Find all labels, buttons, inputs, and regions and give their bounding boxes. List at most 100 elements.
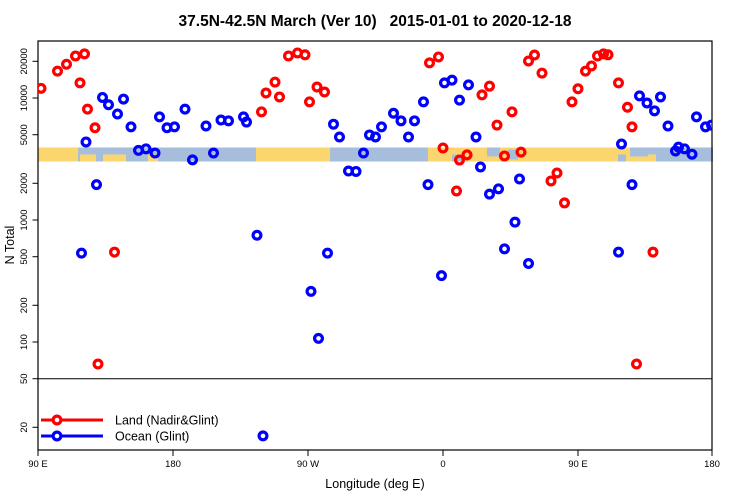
data-point-ocean — [149, 147, 161, 159]
data-point-ocean — [499, 243, 511, 255]
data-point-ocean — [686, 148, 698, 160]
map-band-land-segment — [38, 147, 79, 162]
data-point-ocean — [648, 105, 660, 117]
data-point-ocean — [117, 93, 129, 105]
data-point-ocean — [322, 247, 334, 259]
data-point-ocean — [376, 121, 388, 133]
data-point-land — [299, 49, 311, 61]
data-point-land — [256, 106, 268, 118]
y-tick-label: 10000 — [19, 85, 30, 111]
data-point-ocean — [313, 332, 325, 344]
data-point-ocean — [669, 145, 681, 157]
data-point-land — [566, 96, 578, 108]
data-point-land — [260, 87, 272, 99]
map-band-sea-patch — [507, 149, 518, 160]
x-tick-label: 0 — [440, 459, 445, 470]
data-point-ocean — [200, 120, 212, 132]
data-point-ocean — [305, 285, 317, 297]
data-point-land — [484, 80, 496, 92]
data-point-land — [451, 185, 463, 197]
data-point-ocean — [358, 147, 370, 159]
data-point-land — [579, 65, 591, 77]
data-point-ocean — [615, 138, 627, 150]
data-point-land — [602, 49, 614, 61]
data-point-land — [274, 91, 286, 103]
data-point-ocean — [690, 111, 702, 123]
y-tick-label: 1000 — [19, 209, 30, 230]
data-point-land — [499, 150, 511, 162]
y-tick-label: 20 — [19, 422, 30, 433]
legend: Land (Nadir&Glint) Ocean (Glint) — [41, 414, 219, 444]
map-band-land-segment — [80, 154, 97, 162]
x-tick-label: 180 — [165, 459, 181, 470]
data-point-ocean — [96, 91, 108, 103]
data-point-land — [626, 121, 638, 133]
data-point-land — [51, 65, 63, 77]
data-point-ocean — [513, 173, 525, 185]
data-point-ocean — [418, 96, 430, 108]
map-band-land-segment — [255, 147, 331, 162]
legend-item-land: Land (Nadir&Glint) — [41, 414, 219, 428]
legend-ocean-label: Ocean (Glint) — [115, 430, 189, 444]
data-point-ocean — [475, 161, 487, 173]
data-point-ocean — [678, 143, 690, 155]
data-point-ocean — [706, 119, 712, 131]
data-points-layer — [38, 47, 712, 442]
data-point-ocean — [403, 131, 415, 143]
data-point-ocean — [493, 183, 505, 195]
data-point-ocean — [251, 229, 263, 241]
data-point-land — [311, 81, 323, 93]
map-band-sea-patch — [618, 154, 626, 162]
data-point-land — [74, 77, 86, 89]
data-point-land — [528, 49, 540, 61]
data-point-land — [433, 51, 445, 63]
data-point-ocean — [654, 91, 666, 103]
land-ocean-map-band — [38, 147, 713, 162]
data-point-land — [522, 55, 534, 67]
data-point-land — [78, 48, 90, 60]
data-point-land — [269, 76, 281, 88]
data-point-land — [304, 96, 316, 108]
data-point-land — [551, 167, 563, 179]
data-point-ocean — [626, 179, 638, 191]
data-point-ocean — [328, 118, 340, 130]
data-point-ocean — [454, 94, 466, 106]
plot-border — [37, 40, 713, 451]
data-point-land — [437, 142, 449, 154]
y-tick-label: 50 — [19, 373, 30, 384]
y-tick-label: 2000 — [19, 173, 30, 194]
data-point-ocean — [187, 154, 199, 166]
y-tick-label: 100 — [19, 334, 30, 350]
data-point-ocean — [334, 131, 346, 143]
data-point-ocean — [241, 116, 253, 128]
data-point-ocean — [257, 430, 269, 442]
data-point-ocean — [90, 179, 102, 191]
data-point-land — [454, 154, 466, 166]
data-point-land — [585, 60, 597, 72]
y-tick-label: 20000 — [19, 48, 30, 74]
map-band-sea-patch — [486, 147, 500, 157]
data-point-ocean — [422, 179, 434, 191]
data-point-land — [69, 50, 81, 62]
data-point-ocean — [662, 120, 674, 132]
legend-land-marker-icon — [51, 414, 63, 426]
map-band-land-segment — [428, 147, 647, 162]
data-point-land — [630, 358, 642, 370]
data-point-ocean — [522, 257, 534, 269]
data-point-land — [545, 175, 557, 187]
y-tick-label: 200 — [19, 297, 30, 313]
data-point-ocean — [75, 247, 87, 259]
data-point-ocean — [463, 79, 475, 91]
y-tick-label: 5000 — [19, 124, 30, 145]
data-point-ocean — [169, 121, 181, 133]
x-tick-label: 90 E — [568, 459, 588, 470]
data-point-land — [476, 89, 488, 101]
data-point-land — [108, 246, 120, 258]
data-point-land — [621, 101, 633, 113]
data-point-ocean — [633, 90, 645, 102]
data-point-land — [81, 103, 93, 115]
data-point-land — [612, 77, 624, 89]
data-point-ocean — [140, 143, 152, 155]
data-point-ocean — [208, 147, 220, 159]
